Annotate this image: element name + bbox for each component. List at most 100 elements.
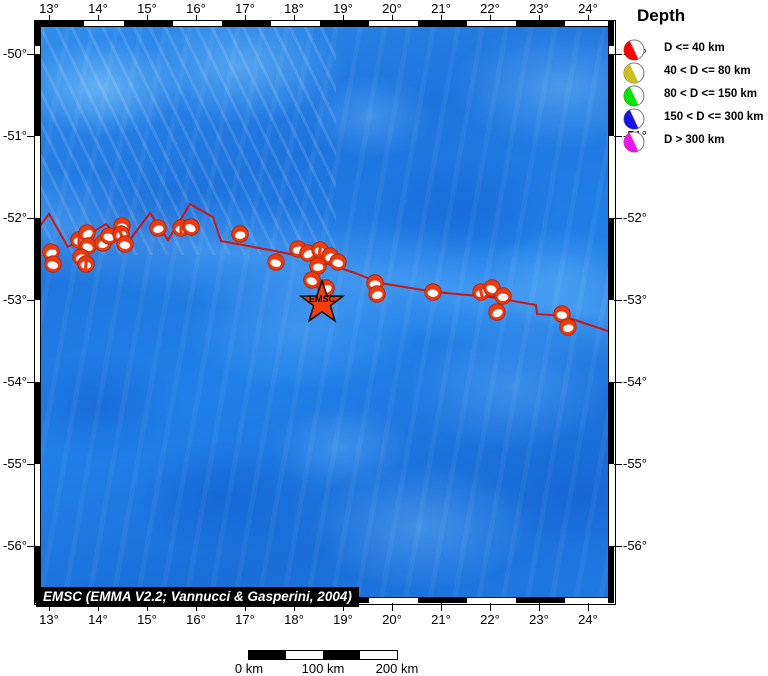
legend-beachball-icon: [623, 108, 645, 130]
ocean-bathymetry-map: EMSC: [40, 26, 609, 598]
top-axis-label: 24°: [578, 1, 598, 16]
bottom-axis-label: 16°: [186, 612, 206, 627]
legend-item: 40 < D <= 80 km: [622, 61, 751, 84]
bottom-axis-tick: [98, 603, 99, 611]
bottom-axis-label: 19°: [333, 612, 353, 627]
right-axis-label: -54°: [623, 374, 647, 389]
map-frame-stripe-left: [35, 21, 41, 603]
top-axis-tick: [539, 15, 540, 21]
right-axis-tick: [614, 218, 622, 219]
right-axis-tick: [614, 382, 622, 383]
right-axis-tick: [614, 300, 622, 301]
left-axis-tick: [27, 382, 35, 383]
left-axis-label: -54°: [3, 374, 27, 389]
legend-item-label: 80 < D <= 150 km: [664, 88, 758, 100]
focal-mechanism-beachball: [231, 225, 249, 243]
left-axis-label: -50°: [3, 46, 27, 61]
top-axis-tick: [49, 15, 50, 21]
legend-item: 80 < D <= 150 km: [622, 84, 757, 107]
scale-bar-segment: [286, 651, 323, 659]
left-axis-tick: [27, 54, 35, 55]
map-frame-stripe-right: [608, 21, 614, 603]
left-axis-tick: [27, 218, 35, 219]
top-axis-label: 19°: [333, 1, 353, 16]
focal-mechanism-beachball: [44, 255, 62, 273]
left-axis-label: -56°: [3, 538, 27, 553]
bottom-axis-label: 24°: [578, 612, 598, 627]
focal-mechanism-beachball: [494, 287, 512, 305]
bottom-axis-tick: [196, 603, 197, 611]
emsc-event-star: [298, 278, 346, 323]
focal-mechanism-beachball: [149, 219, 167, 237]
top-axis-label: 21°: [431, 1, 451, 16]
focal-mechanisms-overlay: EMSC: [41, 202, 608, 336]
right-axis-tick: [614, 136, 622, 137]
top-axis-tick: [490, 15, 491, 21]
focal-mechanism-beachball: [116, 235, 134, 253]
focal-mechanism-beachball: [77, 255, 95, 273]
legend-beachball-icon: [623, 131, 645, 153]
scale-bar-segment: [249, 651, 286, 659]
top-axis-tick: [98, 15, 99, 21]
map-scale-bar: [248, 650, 398, 660]
scale-bar-segment: [360, 651, 397, 659]
right-axis-tick: [614, 464, 622, 465]
legend-item-label: 40 < D <= 80 km: [664, 65, 751, 77]
left-axis-tick: [27, 136, 35, 137]
bottom-axis-label: 14°: [88, 612, 108, 627]
top-axis-label: 16°: [186, 1, 206, 16]
bottom-axis-tick: [490, 603, 491, 611]
map-frame-stripe-top: [35, 21, 614, 27]
scale-bar-segment: [323, 651, 360, 659]
legend-item: D <= 40 km: [622, 38, 725, 61]
focal-mechanism-beachball: [329, 253, 347, 271]
bottom-axis-label: 15°: [137, 612, 157, 627]
legend-item-label: 150 < D <= 300 km: [664, 111, 764, 123]
emsc-star-label: EMSC: [309, 294, 336, 304]
left-axis-label: -52°: [3, 210, 27, 225]
top-axis-tick: [343, 15, 344, 21]
bottom-axis-label: 17°: [235, 612, 255, 627]
legend-item: 150 < D <= 300 km: [622, 107, 763, 130]
legend-item-label: D <= 40 km: [664, 42, 725, 54]
top-axis-tick: [588, 15, 589, 21]
seafloor-fabric-northwest: [41, 27, 336, 255]
top-axis-label: 23°: [529, 1, 549, 16]
focal-mechanism-beachball: [488, 303, 506, 321]
scale-bar-label: 200 km: [375, 661, 419, 676]
focal-mechanism-beachball: [309, 257, 327, 275]
legend-beachball-icon: [623, 39, 645, 61]
left-axis-label: -53°: [3, 292, 27, 307]
bottom-axis-label: 13°: [39, 612, 59, 627]
legend-beachball-icon: [623, 62, 645, 84]
top-axis-tick: [196, 15, 197, 21]
focal-mechanism-beachball: [78, 224, 96, 242]
top-axis-label: 13°: [39, 1, 59, 16]
bottom-axis-label: 22°: [480, 612, 500, 627]
top-axis-label: 14°: [88, 1, 108, 16]
scale-bar-label: 0 km: [234, 661, 264, 676]
top-axis-tick: [294, 15, 295, 21]
focal-mechanism-beachball: [368, 285, 386, 303]
right-axis-tick: [614, 546, 622, 547]
right-axis-label: -53°: [623, 292, 647, 307]
focal-mechanism-beachball: [424, 283, 442, 301]
legend-title: Depth: [637, 6, 686, 25]
bottom-axis-tick: [49, 603, 50, 611]
focal-mechanism-beachball: [182, 218, 200, 236]
bottom-axis-tick: [294, 603, 295, 611]
right-axis-label: -56°: [623, 538, 647, 553]
top-axis-tick: [245, 15, 246, 21]
top-axis-tick: [392, 15, 393, 21]
bottom-axis-tick: [147, 603, 148, 611]
bottom-axis-label: 23°: [529, 612, 549, 627]
left-axis-tick: [27, 546, 35, 547]
left-axis-label: -55°: [3, 456, 27, 471]
bottom-axis-label: 20°: [382, 612, 402, 627]
left-axis-label: -51°: [3, 128, 27, 143]
focal-mechanism-beachball: [559, 318, 577, 336]
bottom-axis-tick: [588, 603, 589, 611]
attribution-bar: EMSC (EMMA V2.2; Vannucci & Gasperini, 2…: [36, 587, 359, 607]
top-axis-label: 17°: [235, 1, 255, 16]
